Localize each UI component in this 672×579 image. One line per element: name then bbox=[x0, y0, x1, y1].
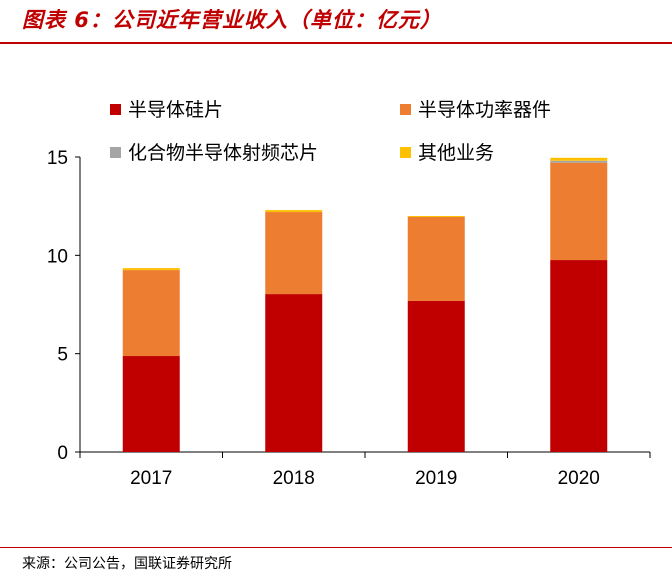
x-tick-label: 2019 bbox=[415, 468, 457, 489]
bar-segment bbox=[122, 356, 180, 452]
bar-segment bbox=[122, 268, 180, 271]
legend-label: 半导体硅片 bbox=[128, 99, 223, 121]
y-tick-label: 0 bbox=[57, 443, 68, 464]
title-divider bbox=[0, 42, 672, 44]
legend-swatch bbox=[110, 147, 121, 158]
bar-segment bbox=[265, 212, 323, 295]
source-note: 来源：公司公告，国联证券研究所 bbox=[22, 556, 232, 572]
legend-label: 半导体功率器件 bbox=[418, 99, 551, 121]
y-tick-label: 5 bbox=[57, 345, 68, 366]
bar-segment bbox=[265, 294, 323, 452]
bar-segment bbox=[550, 160, 608, 163]
bar-segment bbox=[407, 216, 465, 301]
legend-label: 其他业务 bbox=[418, 142, 494, 164]
legend-swatch bbox=[400, 147, 411, 158]
bar-segment bbox=[407, 216, 465, 217]
bar-segment bbox=[407, 300, 465, 452]
x-tick-label: 2017 bbox=[130, 468, 172, 489]
source-divider bbox=[0, 547, 672, 548]
legend-swatch bbox=[110, 104, 121, 115]
x-tick-label: 2018 bbox=[273, 468, 315, 489]
bar-segment bbox=[550, 260, 608, 452]
y-tick-label: 15 bbox=[47, 148, 68, 169]
bar-segment bbox=[550, 162, 608, 261]
bar-segment bbox=[550, 157, 608, 161]
chart-title: 图表 6：公司近年营业收入（单位：亿元） bbox=[22, 8, 442, 32]
bar-segment bbox=[122, 270, 180, 357]
bar-segment bbox=[265, 210, 323, 213]
y-tick-label: 10 bbox=[47, 246, 68, 267]
legend-swatch bbox=[400, 104, 411, 115]
legend-label: 化合物半导体射频芯片 bbox=[128, 142, 318, 164]
x-tick-label: 2020 bbox=[558, 468, 600, 489]
